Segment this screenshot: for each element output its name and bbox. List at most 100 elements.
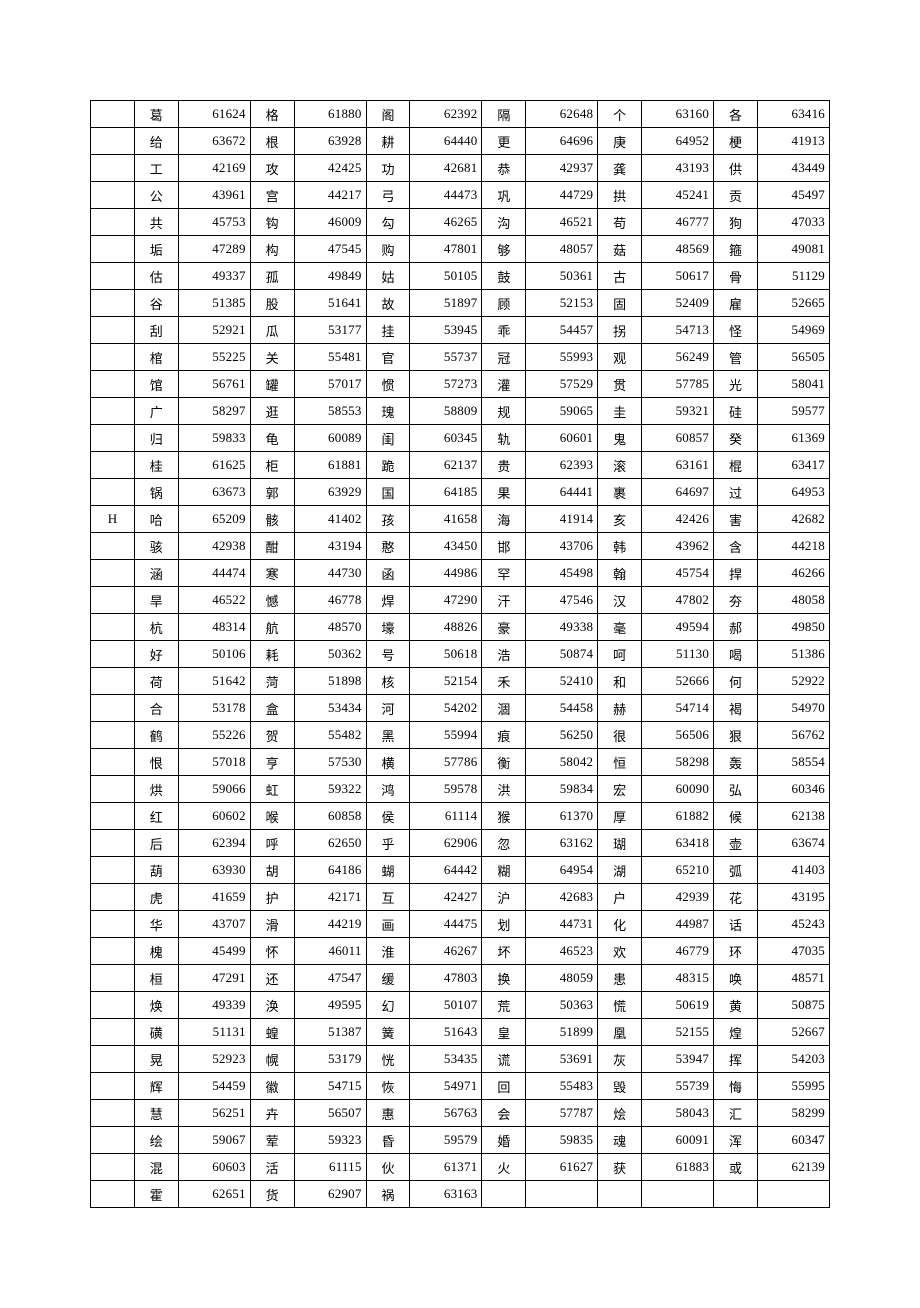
char-cell: 雇 [714,290,758,317]
char-cell: 过 [714,479,758,506]
char-cell: 荒 [482,992,526,1019]
char-cell: 护 [250,884,294,911]
char-cell: 耗 [250,641,294,668]
char-cell: 谷 [134,290,178,317]
code-cell: 55483 [526,1073,598,1100]
code-cell: 46522 [178,587,250,614]
char-cell: 褐 [714,695,758,722]
char-cell: 活 [250,1154,294,1181]
char-cell: 公 [134,182,178,209]
code-cell [526,1181,598,1208]
code-cell: 56250 [526,722,598,749]
table-row: 红60602喉60858侯61114猴61370厚61882候62138 [91,803,830,830]
code-cell: 47289 [178,236,250,263]
code-cell: 44473 [410,182,482,209]
char-cell: 隔 [482,101,526,128]
char-cell: 锅 [134,479,178,506]
code-cell: 52665 [757,290,829,317]
code-cell: 59066 [178,776,250,803]
char-cell: 鸿 [366,776,410,803]
char-cell: 禾 [482,668,526,695]
char-cell: 花 [714,884,758,911]
code-cell: 60090 [642,776,714,803]
char-cell: 烘 [134,776,178,803]
char-cell: 害 [714,506,758,533]
code-cell: 58299 [757,1100,829,1127]
char-cell: 呵 [598,641,642,668]
code-cell: 45499 [178,938,250,965]
char-cell: 号 [366,641,410,668]
section-label [91,1127,135,1154]
code-cell: 57273 [410,371,482,398]
code-cell: 64696 [526,128,598,155]
code-cell: 55995 [757,1073,829,1100]
code-cell: 59834 [526,776,598,803]
table-row: 合53178盒53434河54202涸54458赫54714褐54970 [91,695,830,722]
char-cell: 喉 [250,803,294,830]
code-cell: 61880 [294,101,366,128]
table-row: 葛61624格61880阁62392隔62648个63160各63416 [91,101,830,128]
char-cell: 绘 [134,1127,178,1154]
char-cell: 晃 [134,1046,178,1073]
code-cell: 62137 [410,452,482,479]
table-row: 好50106耗50362号50618浩50874呵51130喝51386 [91,641,830,668]
table-row: 馆56761罐57017惯57273灌57529贯57785光58041 [91,371,830,398]
code-cell: 59321 [642,398,714,425]
section-label [91,884,135,911]
char-cell: 翰 [598,560,642,587]
code-cell: 61881 [294,452,366,479]
code-cell: 42681 [410,155,482,182]
code-cell: 55739 [642,1073,714,1100]
section-label [91,371,135,398]
char-cell: 姑 [366,263,410,290]
section-label [91,803,135,830]
char-cell: 拐 [598,317,642,344]
code-cell: 53691 [526,1046,598,1073]
code-cell: 49337 [178,263,250,290]
code-cell: 46265 [410,209,482,236]
char-cell: 航 [250,614,294,641]
table-row: 涵44474寒44730函44986罕45498翰45754捍46266 [91,560,830,587]
char-cell: 凰 [598,1019,642,1046]
code-cell: 59322 [294,776,366,803]
section-label [91,938,135,965]
code-cell: 48826 [410,614,482,641]
char-cell: 划 [482,911,526,938]
char-cell: 河 [366,695,410,722]
code-cell: 63163 [410,1181,482,1208]
code-cell: 57529 [526,371,598,398]
char-cell: 桓 [134,965,178,992]
code-cell: 52410 [526,668,598,695]
char-cell: 挥 [714,1046,758,1073]
code-cell: 64440 [410,128,482,155]
code-cell: 60346 [757,776,829,803]
char-cell: 厚 [598,803,642,830]
char-cell: 海 [482,506,526,533]
code-cell: 47035 [757,938,829,965]
char-cell: 话 [714,911,758,938]
code-cell: 63929 [294,479,366,506]
char-cell: 弘 [714,776,758,803]
code-cell: 44986 [410,560,482,587]
char-cell: 葫 [134,857,178,884]
section-label [91,911,135,938]
code-cell: 65210 [642,857,714,884]
code-cell: 52667 [757,1019,829,1046]
char-cell: 互 [366,884,410,911]
table-row: 烘59066虹59322鸿59578洪59834宏60090弘60346 [91,776,830,803]
char-cell: 横 [366,749,410,776]
code-cell: 57018 [178,749,250,776]
char-cell: 毁 [598,1073,642,1100]
table-row: 葫63930胡64186蝴64442糊64954湖65210弧41403 [91,857,830,884]
code-cell: 62651 [178,1181,250,1208]
code-cell: 59323 [294,1127,366,1154]
code-cell: 52155 [642,1019,714,1046]
code-cell: 50361 [526,263,598,290]
code-cell: 53178 [178,695,250,722]
code-cell: 41913 [757,128,829,155]
code-cell: 61625 [178,452,250,479]
code-cell: 49595 [294,992,366,1019]
char-cell: 官 [366,344,410,371]
char-cell: 轨 [482,425,526,452]
char-cell: 婚 [482,1127,526,1154]
